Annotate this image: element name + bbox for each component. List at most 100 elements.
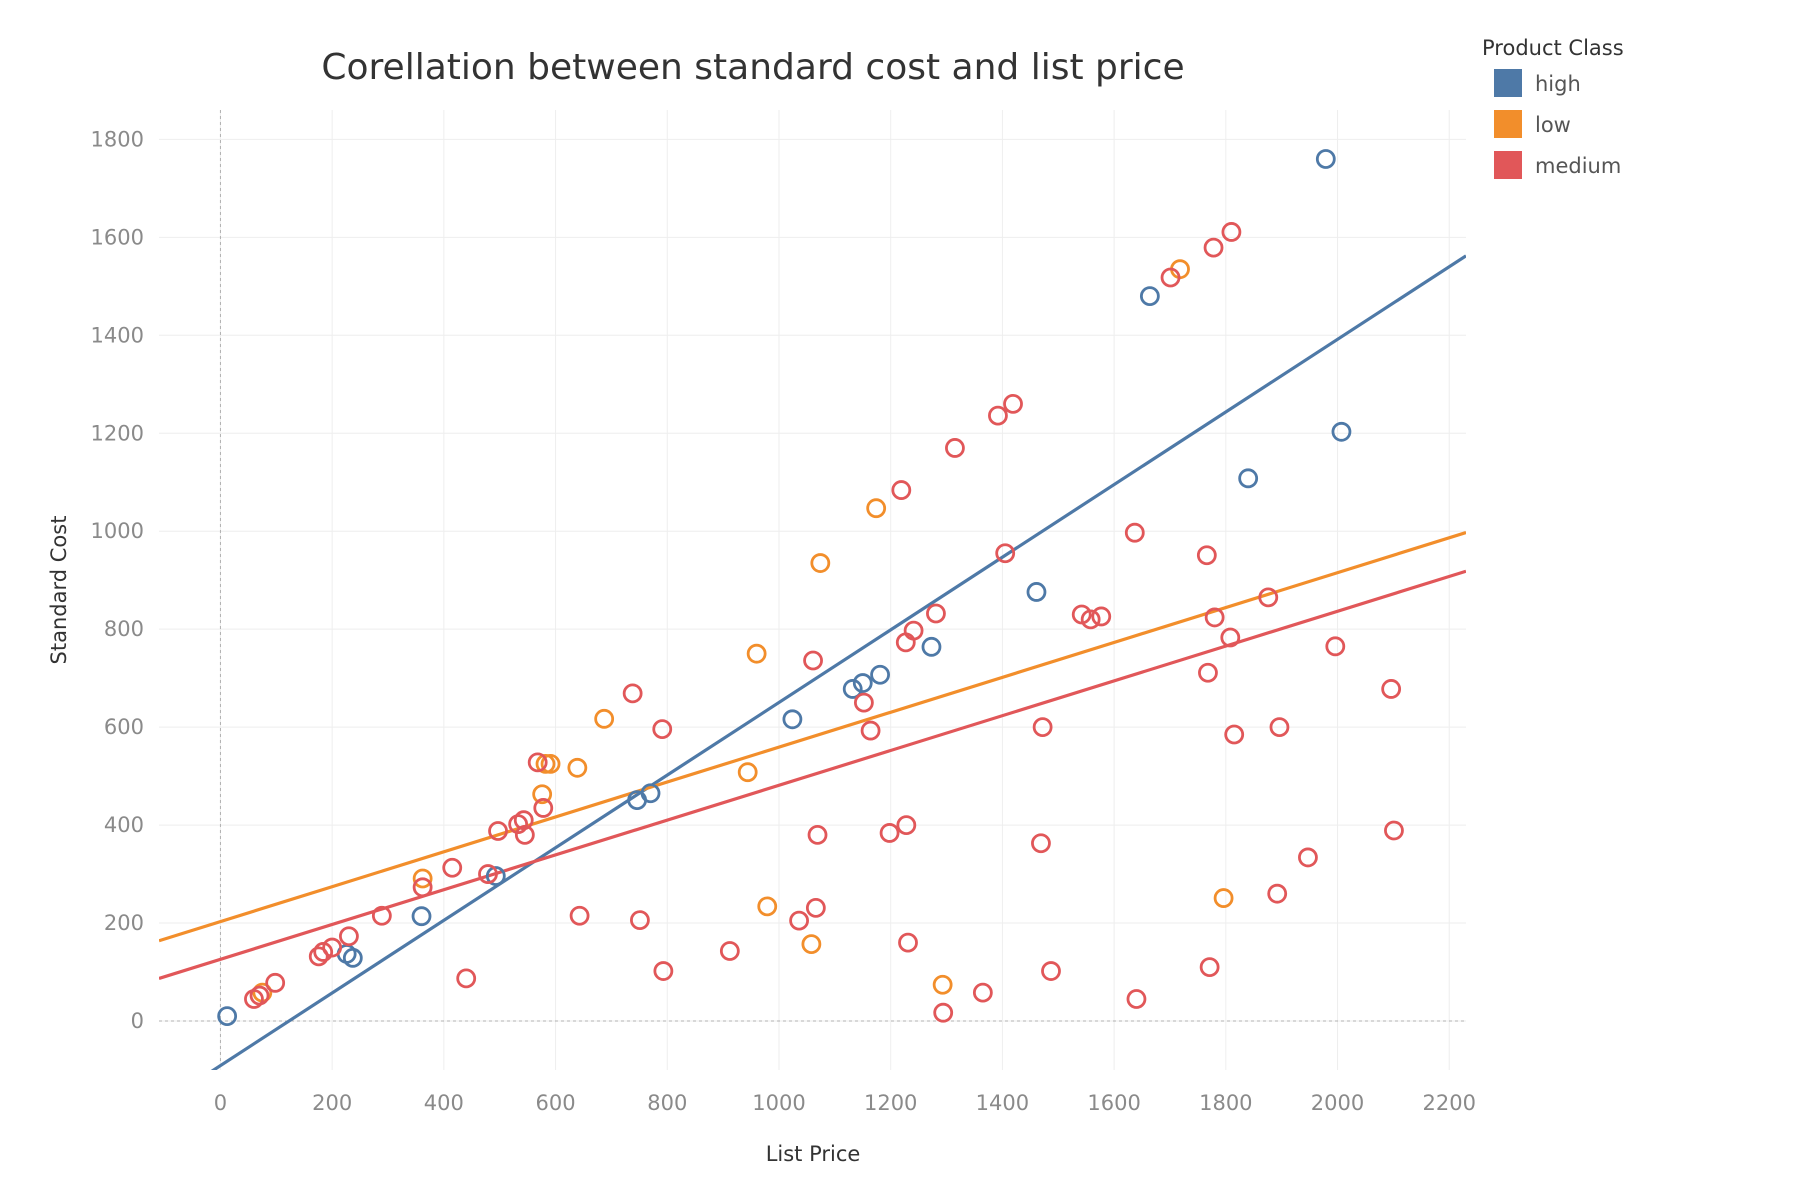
y-tick-label: 600: [104, 715, 144, 739]
x-axis-title: List Price: [766, 1142, 861, 1166]
data-point-high: [1139, 286, 1160, 307]
x-axis-ticks: 0 200 400 600 800 1000 1200 1400 1600 1800 2000 220…: [214, 1091, 1476, 1115]
data-point-medium: [1267, 883, 1288, 904]
legend-title: Product Class: [1482, 36, 1624, 60]
data-point-low: [746, 643, 767, 664]
data-point-medium: [569, 905, 590, 926]
data-point-medium: [1220, 627, 1241, 648]
data-point-low: [532, 784, 553, 805]
data-point-medium: [1126, 989, 1147, 1009]
data-point-medium: [1080, 609, 1101, 630]
legend-swatch-medium: [1494, 151, 1522, 179]
data-point-medium: [308, 946, 329, 967]
data-point-low: [567, 757, 588, 778]
data-point-low: [737, 762, 758, 783]
y-tick-label: 800: [104, 617, 144, 641]
data-point-high: [1026, 582, 1047, 602]
data-point-medium: [972, 982, 993, 1003]
data-point-medium: [442, 857, 463, 878]
data-point-high: [485, 866, 506, 886]
legend-label-low: low: [1535, 113, 1571, 137]
y-axis-title: Standard Cost: [47, 516, 71, 665]
data-point-high: [217, 1006, 238, 1027]
data-point-medium: [514, 824, 535, 845]
data-point-high: [842, 679, 863, 699]
data-point-low: [757, 896, 778, 917]
data-point-medium: [926, 603, 946, 624]
legend-label-high: high: [1535, 72, 1581, 96]
data-point-medium: [1224, 724, 1245, 745]
legend-swatch-high: [1494, 69, 1522, 97]
data-point-medium: [933, 1002, 954, 1023]
x-tick-label: 1800: [1199, 1091, 1252, 1115]
data-point-high: [1238, 468, 1259, 489]
y-tick-label: 1800: [91, 127, 144, 151]
data-point-medium: [456, 968, 477, 989]
x-tick-label: 1600: [1087, 1091, 1140, 1115]
data-point-medium: [879, 823, 900, 843]
data-point-medium: [1298, 847, 1318, 868]
x-tick-label: 600: [536, 1091, 576, 1115]
x-tick-label: 1200: [864, 1091, 917, 1115]
data-point-medium: [533, 798, 554, 818]
data-point-high: [870, 664, 890, 685]
y-tick-label: 1200: [91, 421, 144, 445]
data-point-low: [1213, 888, 1234, 908]
data-point-medium: [371, 905, 392, 926]
y-tick-label: 0: [131, 1009, 144, 1033]
data-point-high: [342, 947, 363, 968]
data-point-medium: [719, 941, 740, 961]
data-point-medium: [527, 752, 548, 773]
data-point-medium: [265, 972, 286, 993]
legend-swatch-low: [1494, 110, 1522, 138]
x-tick-label: 400: [424, 1091, 464, 1115]
y-tick-label: 1400: [91, 323, 144, 347]
data-point-low: [540, 753, 561, 774]
data-point-medium: [622, 683, 643, 704]
trendline-high: [210, 254, 1466, 1070]
data-point-medium: [412, 877, 433, 898]
data-point-high: [921, 636, 942, 657]
data-point-medium: [1203, 237, 1224, 258]
data-point-low: [594, 708, 615, 729]
data-point-medium: [652, 719, 673, 740]
data-point-high: [1315, 149, 1336, 169]
data-point-medium: [1384, 820, 1404, 841]
data-point-medium: [1032, 717, 1053, 738]
data-point-low: [866, 498, 887, 519]
data-point-medium: [853, 692, 874, 713]
x-tick-label: 2200: [1423, 1091, 1476, 1115]
x-tick-label: 1400: [976, 1091, 1029, 1115]
data-point-medium: [789, 910, 809, 931]
data-point-medium: [1204, 607, 1225, 628]
data-point-low: [810, 553, 831, 573]
data-point-medium: [630, 910, 650, 931]
data-point-medium: [322, 937, 343, 958]
data-point-medium: [478, 864, 498, 884]
legend-label-medium: medium: [1535, 154, 1621, 178]
data-point-medium: [1160, 267, 1181, 288]
data-point-high: [852, 673, 873, 693]
data-point-medium: [805, 897, 826, 918]
data-point-medium: [1221, 222, 1242, 242]
x-tick-label: 2000: [1311, 1091, 1364, 1115]
data-point-medium: [1198, 662, 1218, 683]
data-point-high: [782, 709, 803, 730]
data-point-medium: [1031, 833, 1051, 854]
data-point-medium: [898, 932, 918, 953]
data-point-medium: [1381, 679, 1402, 699]
y-tick-label: 1600: [91, 225, 144, 249]
trendlines: [159, 254, 1466, 1070]
y-tick-label: 400: [104, 813, 144, 837]
data-point-medium: [1091, 606, 1112, 627]
y-axis-ticks: 0 200 400 600 800 1000 1200 1400 1600 1800: [91, 127, 144, 1033]
data-point-medium: [903, 620, 924, 641]
y-tick-label: 200: [104, 911, 144, 935]
data-point-high: [640, 783, 661, 804]
data-point-low: [412, 868, 433, 889]
data-point-medium: [1199, 957, 1220, 978]
data-point-high: [1331, 421, 1352, 442]
chart-title: Corellation between standard cost and li…: [321, 47, 1184, 88]
x-tick-label: 800: [647, 1091, 687, 1115]
